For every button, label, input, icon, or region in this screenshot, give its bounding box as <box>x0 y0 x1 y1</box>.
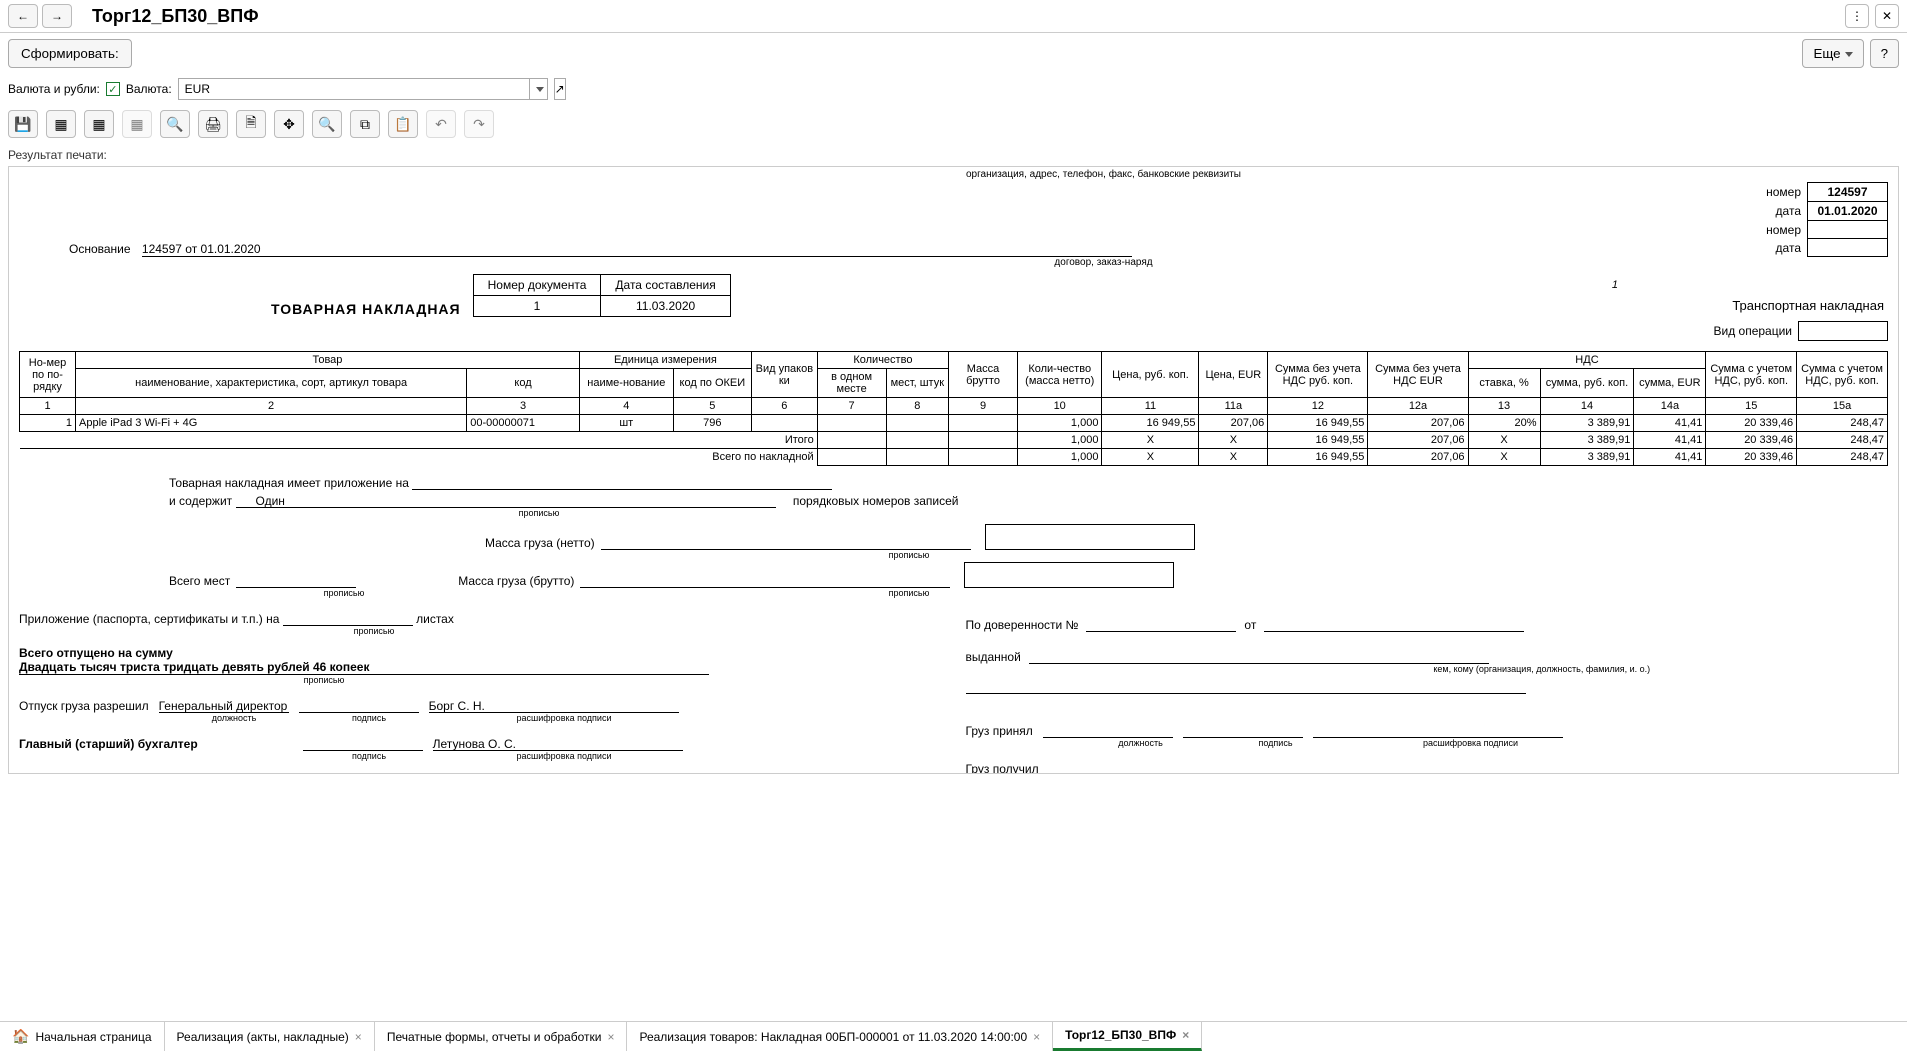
contract-caption: договор, заказ-наряд <box>319 257 1888 268</box>
grid-settings-icon[interactable]: ▦ <box>84 110 114 138</box>
move-icon[interactable]: ✥ <box>274 110 304 138</box>
grid-icon[interactable]: ▦ <box>46 110 76 138</box>
forward-button[interactable]: → <box>42 4 72 28</box>
form-button[interactable]: Сформировать: <box>8 39 132 68</box>
more-button[interactable]: Еще <box>1802 39 1863 68</box>
close-icon: × <box>355 1030 362 1044</box>
tn-title: ТОВАРНАЯ НАКЛАДНАЯ <box>271 301 461 317</box>
help-button[interactable]: ? <box>1870 39 1899 68</box>
redo-icon[interactable]: ↷ <box>464 110 494 138</box>
grid-disabled-icon[interactable]: ▦ <box>122 110 152 138</box>
preview-icon[interactable]: 🔍 <box>160 110 190 138</box>
bottom-tabs: 🏠Начальная страница Реализация (акты, на… <box>0 1021 1907 1051</box>
basis-value: 124597 от 01.01.2020 <box>142 242 1132 257</box>
export-icon[interactable]: 🗎 <box>236 110 266 138</box>
print-preview: организация, адрес, телефон, факс, банко… <box>8 166 1899 774</box>
currency-input[interactable] <box>179 79 529 99</box>
zoom-icon[interactable]: 🔍 <box>312 110 342 138</box>
page-number: 1 <box>1612 279 1618 291</box>
currency-dropdown[interactable] <box>529 79 547 99</box>
op-label: Вид операции <box>1713 324 1792 338</box>
tab-3[interactable]: Реализация товаров: Накладная 00БП-00000… <box>627 1022 1053 1051</box>
currency-popup-button[interactable]: ↗ <box>554 78 566 100</box>
undo-icon[interactable]: ↶ <box>426 110 456 138</box>
menu-icon[interactable]: ⋮ <box>1845 4 1869 28</box>
currency-checkbox[interactable]: ✓ <box>106 82 120 96</box>
close-icon: × <box>607 1030 614 1044</box>
paste-icon[interactable]: 📋 <box>388 110 418 138</box>
close-icon[interactable]: ✕ <box>1875 4 1899 28</box>
org-caption: организация, адрес, телефон, факс, банко… <box>319 169 1888 180</box>
tab-1[interactable]: Реализация (акты, накладные)× <box>165 1022 375 1051</box>
result-label: Результат печати: <box>0 144 1907 166</box>
close-icon: × <box>1182 1028 1189 1042</box>
goods-table: Но-мер по по-рядку Товар Единица измерен… <box>19 351 1888 466</box>
op-cell <box>1798 321 1888 341</box>
basis-label: Основание <box>69 242 131 256</box>
close-icon: × <box>1033 1030 1040 1044</box>
save-icon[interactable]: 💾 <box>8 110 38 138</box>
back-button[interactable]: ← <box>8 4 38 28</box>
transport-label: Транспортная накладная <box>1732 298 1884 317</box>
home-icon: 🏠 <box>12 1028 29 1045</box>
tab-2[interactable]: Печатные формы, отчеты и обработки× <box>375 1022 628 1051</box>
header-number-table: номер124597 дата01.01.2020 номер дата <box>1760 182 1888 257</box>
copy-icon[interactable]: ⧉ <box>350 110 380 138</box>
print-icon[interactable]: 🖨 <box>198 110 228 138</box>
currency-rubles-label: Валюта и рубли: <box>8 82 100 96</box>
currency-label: Валюта: <box>126 82 172 96</box>
tab-4[interactable]: Торг12_БП30_ВПФ× <box>1053 1022 1202 1051</box>
docnum-table: Номер документаДата составления 111.03.2… <box>473 274 731 317</box>
page-title: Торг12_БП30_ВПФ <box>92 6 259 27</box>
tab-home[interactable]: 🏠Начальная страница <box>0 1022 165 1051</box>
